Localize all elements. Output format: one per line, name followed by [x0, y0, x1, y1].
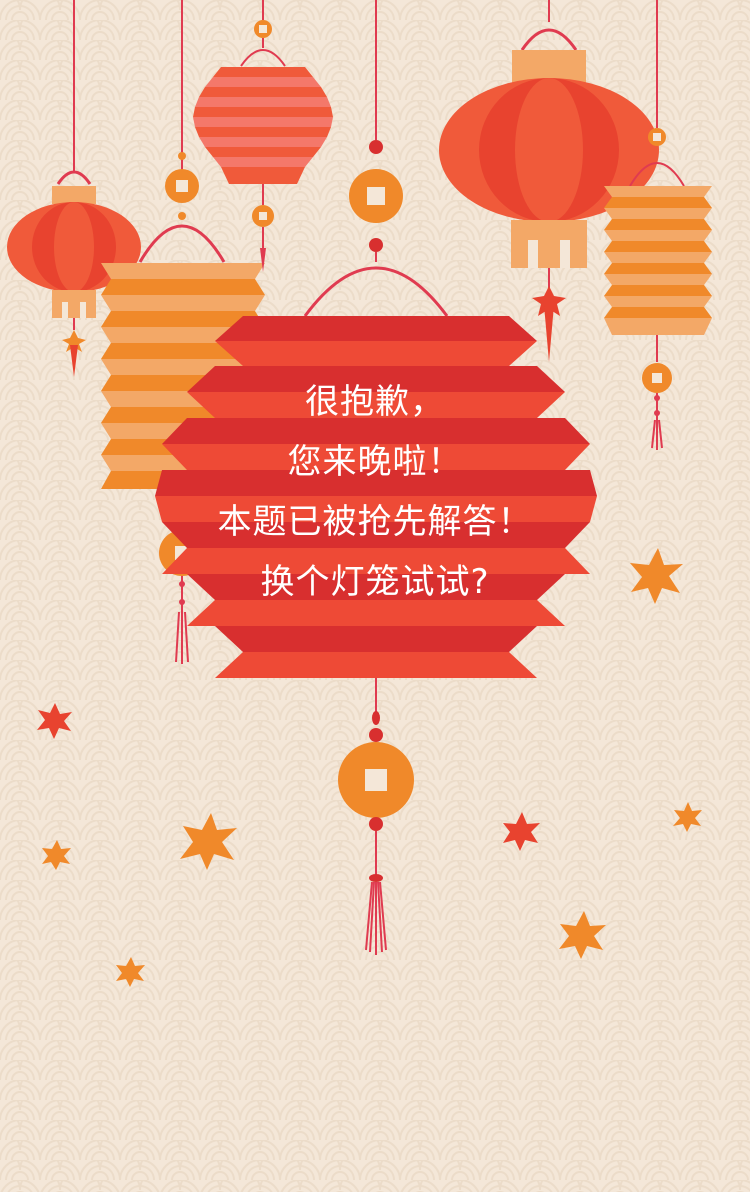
star-burst-icon	[559, 911, 606, 959]
sorry-message: 很抱歉， 您来晚啦！ 本题已被抢先解答！ 换个灯笼试试?	[155, 372, 595, 612]
coin-left-top	[165, 0, 199, 220]
star-burst-icon	[116, 957, 145, 987]
message-line-3: 本题已被抢先解答！	[217, 502, 533, 542]
decor-stars	[37, 548, 702, 987]
lantern-top-small	[193, 0, 333, 272]
star-burst-icon	[37, 703, 72, 739]
star-burst-icon	[180, 813, 237, 870]
lantern-main	[155, 0, 597, 955]
message-line-2: 您来晚啦！	[287, 442, 463, 482]
message-line-4: 换个灯笼试试?	[260, 562, 490, 602]
lantern-right-orange	[604, 0, 712, 450]
message-line-1: 很抱歉，	[305, 382, 445, 422]
star-burst-icon	[630, 548, 683, 604]
star-burst-icon	[673, 802, 702, 832]
star-burst-icon	[42, 840, 71, 870]
star-burst-icon	[503, 812, 540, 851]
